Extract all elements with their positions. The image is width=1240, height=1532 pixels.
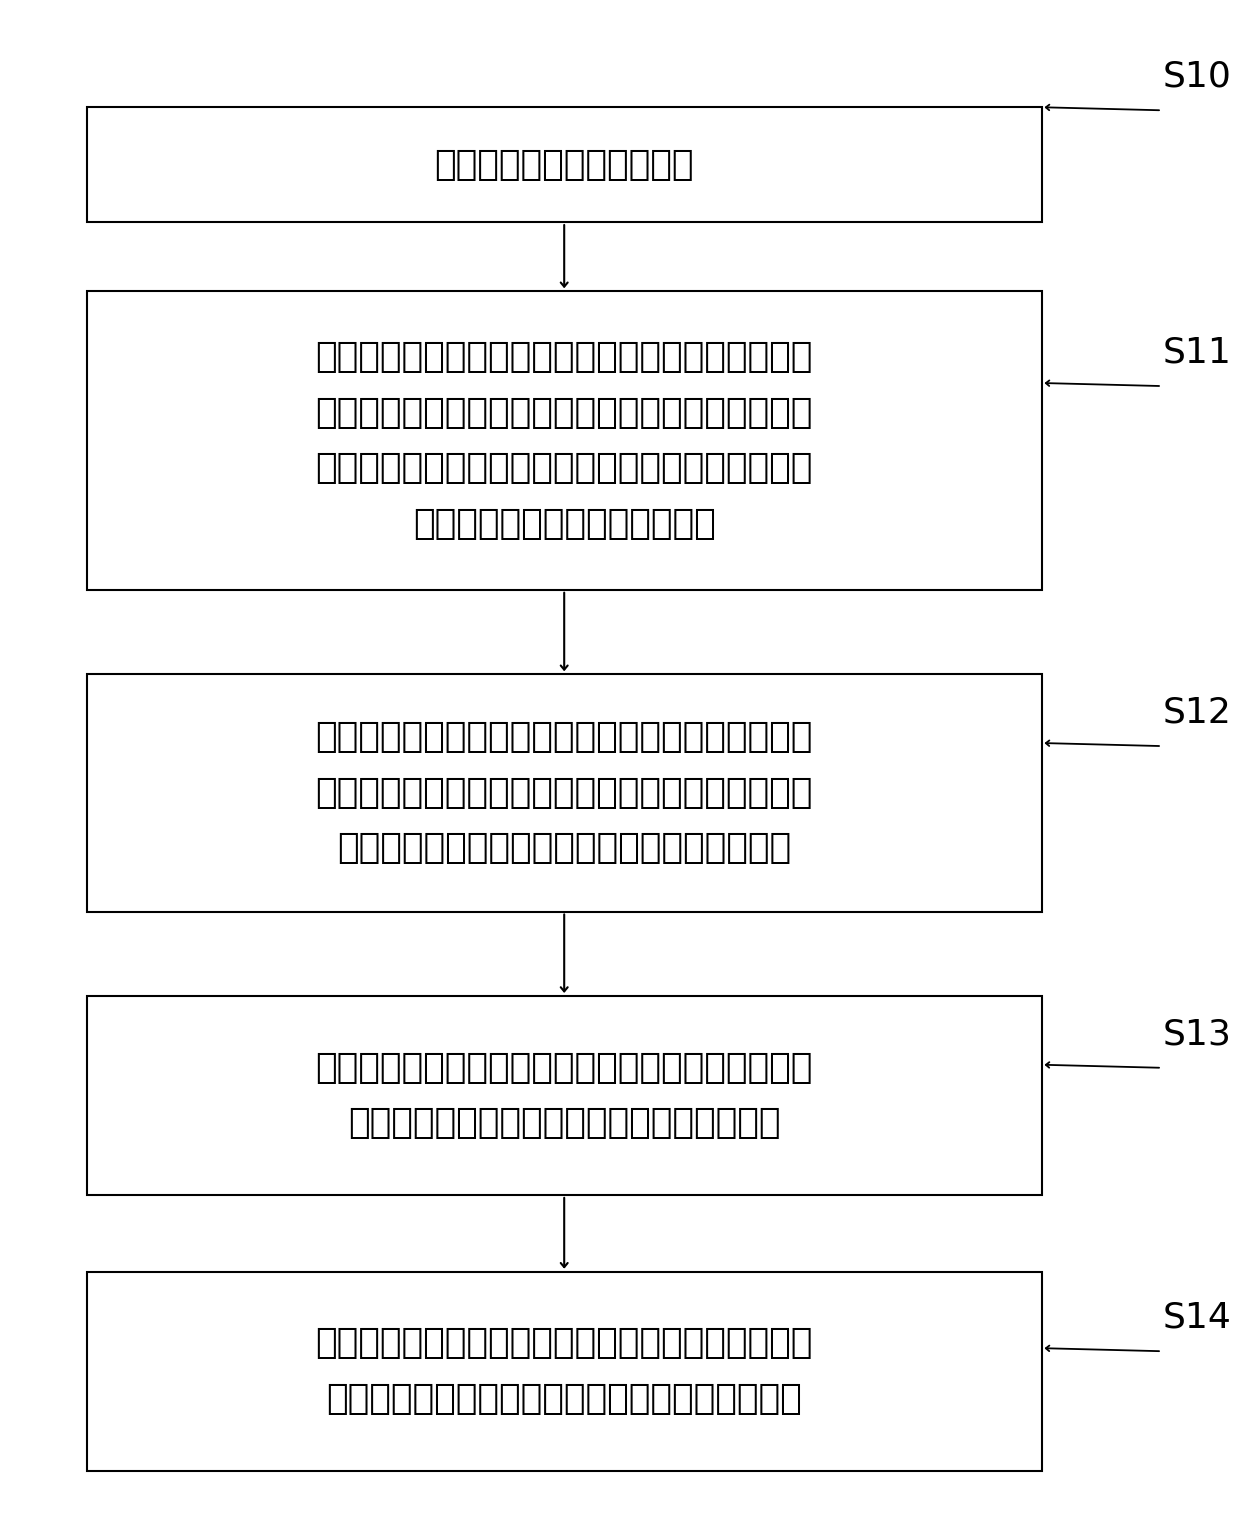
Text: S10: S10 <box>1162 60 1231 93</box>
Text: S12: S12 <box>1162 696 1231 729</box>
Text: 根据所述第二预设时刻天空中云层面积所占天空面积
的比例，计算所述第二预设时刻的太阳总辐射: 根据所述第二预设时刻天空中云层面积所占天空面积 的比例，计算所述第二预设时刻的太… <box>315 1051 813 1140</box>
Bar <box>87 674 1042 912</box>
Text: S13: S13 <box>1162 1017 1231 1051</box>
Text: S11: S11 <box>1162 336 1231 369</box>
Text: 采集所述第一预设时刻的天空图片，获得所述第一预
设时刻对应的天空图片中云层面积所占天空面积的比
例，所述天空图片中对应的天空区域完全覆盖所述光
伏发电系统中光伏: 采集所述第一预设时刻的天空图片，获得所述第一预 设时刻对应的天空图片中云层面积所… <box>315 340 813 541</box>
Text: S14: S14 <box>1162 1301 1231 1334</box>
Bar <box>87 291 1042 590</box>
Text: 根据所述第二预设时刻的太阳总辐射和第二预设时刻
的温度，预测第二预设时刻光伏发电系统的发电量: 根据所述第二预设时刻的太阳总辐射和第二预设时刻 的温度，预测第二预设时刻光伏发电… <box>315 1327 813 1416</box>
Text: 将所述第一预设时刻对应的天空图片中云层面积所占
天空面积比例代入预设云量预测函数关系式，预测第
二预设时刻天空中云层面积所占天空面积的比例: 将所述第一预设时刻对应的天空图片中云层面积所占 天空面积比例代入预设云量预测函数… <box>315 720 813 866</box>
Bar <box>87 996 1042 1195</box>
Bar <box>87 107 1042 222</box>
Text: 设置至少一个第一预设时刻: 设置至少一个第一预设时刻 <box>434 147 694 182</box>
Bar <box>87 1272 1042 1471</box>
